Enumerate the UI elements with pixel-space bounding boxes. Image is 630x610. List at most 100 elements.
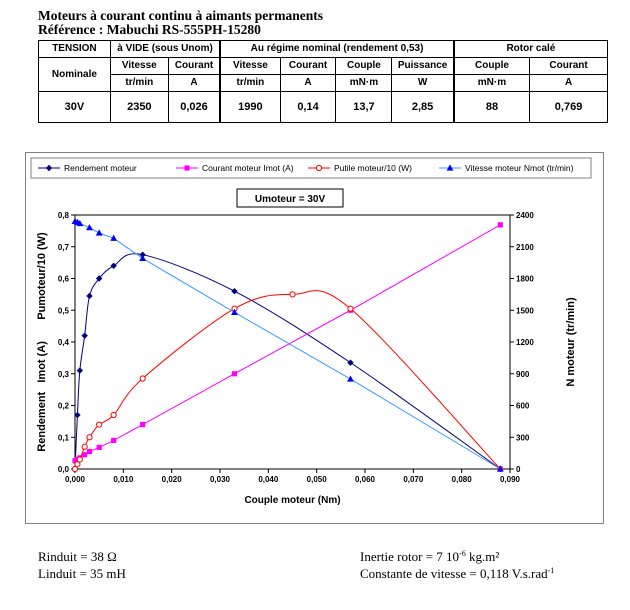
value-cell: 13,7	[335, 91, 393, 123]
unit-cell: A	[167, 74, 221, 92]
value-cell: 0,769	[529, 91, 608, 123]
unit-cell: A	[279, 74, 337, 92]
legend-label: Courant moteur Imot (A)	[202, 163, 294, 173]
linduit-text: Linduit = 35 mH	[38, 566, 126, 581]
inertie-label: Inertie rotor = 7 10	[360, 549, 460, 564]
header-cell: Couple	[335, 57, 393, 75]
unit-cell: W	[391, 74, 455, 92]
unit-cell: tr/min	[109, 74, 169, 92]
y-right-tick-label: 2400	[516, 211, 534, 220]
header-cell: à VIDE (sous Unom)	[109, 40, 221, 58]
annotation-box	[236, 188, 344, 208]
y-right-tick-label: 1500	[516, 306, 534, 315]
data-point	[139, 254, 147, 261]
data-point	[76, 367, 84, 374]
header-cell: Courant	[529, 57, 608, 75]
series-line-0	[74, 253, 501, 470]
y-right-tick-label: 900	[516, 370, 530, 379]
header-cell: Rotor calé	[452, 40, 608, 58]
legend-marker	[446, 164, 454, 171]
y-right-tick-label: 1200	[516, 338, 534, 347]
data-point	[86, 292, 93, 300]
x-tick-label: 0,030	[210, 475, 231, 484]
data-point	[74, 461, 81, 468]
value-cell: 30V	[38, 91, 111, 123]
data-point	[110, 262, 117, 269]
data-point	[139, 375, 146, 382]
header-cell: Courant	[167, 57, 221, 75]
data-point	[76, 456, 83, 463]
unit-cell: tr/min	[219, 74, 281, 92]
footer-right: Inertie rotor = 7 10-6 kg.m² Constante d…	[360, 548, 554, 582]
table-row: Nominale Vitesse Courant Vitesse Courant…	[38, 57, 608, 92]
header-cell: TENSION	[38, 40, 111, 58]
x-tick-label: 0,050	[307, 475, 328, 484]
y-left-tick-label: 0,5	[58, 306, 70, 315]
data-point	[71, 465, 79, 473]
data-point	[496, 465, 504, 472]
legend-label: Vitesse moteur Nmot (tr/min)	[465, 163, 574, 173]
data-point	[86, 434, 93, 441]
inertie-exponent: -6	[459, 549, 466, 558]
y-right-tick-label: 2100	[516, 243, 534, 252]
unit-cell: mN·m	[452, 74, 531, 92]
data-point	[81, 443, 88, 450]
x-tick-label: 0,040	[258, 475, 279, 484]
y-left-tick-label: 0,4	[58, 338, 70, 347]
data-point	[96, 444, 102, 451]
y-left-tick-label: 0,0	[58, 465, 70, 474]
y-left-axis-label: Rendement Imot (A) Pumoteur/10 (W)	[36, 232, 48, 452]
table-row: tr/min A tr/min A mN·m W mN·m A	[39, 74, 608, 92]
data-point	[140, 421, 146, 428]
header-cell: Couple	[452, 57, 531, 75]
inertie-text: Inertie rotor = 7 10-6 kg.m²	[360, 548, 554, 565]
unit-cell: mN·m	[335, 74, 393, 92]
data-point	[74, 411, 81, 419]
y-right-axis-label: N moteur (tr/min)	[565, 297, 577, 387]
legend-label: Rendement moteur	[64, 163, 137, 173]
data-point	[347, 375, 354, 382]
header-cell: Nominale	[38, 57, 111, 92]
y-left-tick-label: 0,7	[58, 243, 70, 252]
y-left-tick-label: 0,3	[58, 370, 70, 379]
y-left-tick-label: 0,6	[58, 275, 70, 284]
value-cell: 0,14	[279, 91, 337, 123]
data-point	[110, 411, 117, 419]
table-row: 30V 2350 0,026 1990 0,14 13,7 2,85 88 0,…	[38, 91, 608, 123]
data-point	[111, 437, 117, 444]
x-axis-label: Couple moteur (Nm)	[244, 495, 340, 506]
data-point	[139, 251, 146, 258]
header-cell: Courant	[279, 57, 337, 75]
x-tick-label: 0,020	[162, 475, 183, 484]
y-right-tick-label: 300	[516, 433, 530, 442]
page-title: Moteurs à courant continu à aimants perm…	[38, 8, 323, 23]
data-point	[86, 224, 93, 231]
data-point	[96, 421, 103, 428]
legend-marker	[184, 165, 190, 171]
unit-cell: A	[529, 74, 608, 92]
rinduit-text: Rinduit = 38 Ω	[38, 549, 117, 564]
annotation-text: Umoteur = 30V	[255, 194, 326, 205]
data-point	[76, 219, 84, 227]
inertie-unit: kg.m²	[465, 549, 500, 564]
x-tick-label: 0,010	[113, 475, 134, 484]
data-point	[231, 288, 238, 295]
y-right-tick-label: 600	[516, 402, 530, 411]
x-tick-label: 0,060	[355, 475, 376, 484]
y-left-tick-label: 0,1	[58, 433, 70, 442]
chart-frame: 0,000 0,010 0,020 0,030 0,040 0,050 0,060 0,070…	[25, 152, 604, 524]
y-left-tick-label: 0,2	[58, 402, 70, 411]
reference-title: Référence : Mabuchi RS-555PH-15280	[38, 22, 261, 37]
value-cell: 88	[452, 91, 531, 123]
data-point	[95, 229, 103, 236]
header-cell: Puissance	[391, 57, 455, 75]
series-line-2	[74, 290, 501, 470]
data-point	[86, 448, 93, 455]
data-point	[231, 308, 238, 315]
value-cell: 2,85	[391, 91, 455, 123]
constante-label: Constante de vitesse = 0,118 V.s.rad	[360, 566, 548, 581]
y-right-tick-label: 0	[516, 465, 521, 474]
data-point	[82, 452, 88, 458]
x-tick-label: 0,090	[500, 475, 521, 484]
constante-text: Constante de vitesse = 0,118 V.s.rad-1	[360, 565, 554, 582]
